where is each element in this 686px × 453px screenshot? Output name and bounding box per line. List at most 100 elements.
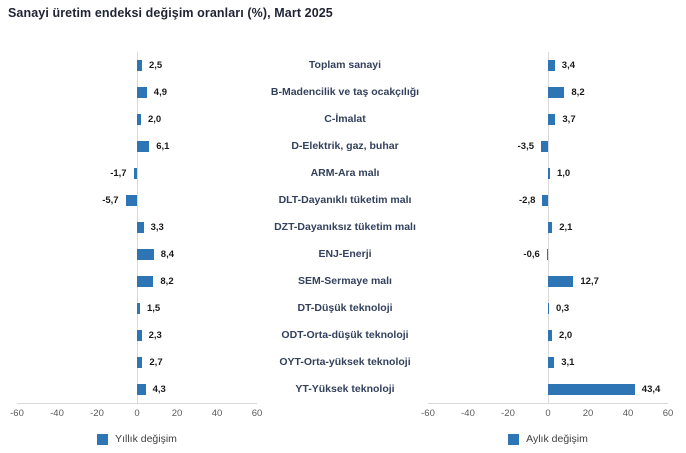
data-bar bbox=[137, 141, 150, 152]
legend-label: Yıllık değişim bbox=[115, 433, 177, 445]
value-label: 1,5 bbox=[147, 303, 161, 314]
data-bar bbox=[548, 330, 552, 341]
legend-swatch-icon bbox=[508, 433, 520, 445]
data-bar bbox=[548, 168, 550, 179]
data-bar bbox=[542, 195, 548, 206]
value-label: -5,7 bbox=[102, 195, 119, 206]
value-label: 2,5 bbox=[149, 60, 163, 71]
monthly-change-plot: 3,4 8,2 3,7 -3,5 1,0 -2,8 2,1 -0,6 12,7 0,3 2,0 3,1… bbox=[421, 52, 673, 419]
x-axis-tick-label: 40 bbox=[211, 408, 223, 419]
chart-title: Sanayi üretim endeksi değişim oranları (… bbox=[8, 6, 333, 20]
value-label: -2,8 bbox=[519, 195, 536, 206]
x-axis-tick-label: -20 bbox=[90, 408, 104, 419]
x-axis-tick-label: 40 bbox=[622, 408, 634, 419]
monthly-change-x-axis: -60 -40 -20 0 20 40 60 bbox=[421, 403, 673, 425]
category-label: D-Elektrik, gaz, buhar bbox=[291, 140, 399, 152]
value-label: 3,7 bbox=[562, 114, 576, 125]
x-axis-tick-label: -60 bbox=[421, 408, 435, 419]
data-bar bbox=[548, 276, 574, 287]
bar-row: 8,4 bbox=[17, 241, 257, 268]
category-label: SEM-Sermaye malı bbox=[298, 275, 392, 287]
x-axis-tick-label: -40 bbox=[461, 408, 475, 419]
value-label: 0,3 bbox=[556, 303, 570, 314]
data-bar bbox=[137, 276, 154, 287]
category-label: YT-Yüksek teknoloji bbox=[295, 383, 395, 395]
category-label: OYT-Orta-yüksek teknoloji bbox=[279, 356, 411, 368]
legend-label: Aylık değişim bbox=[526, 433, 588, 445]
value-label: -3,5 bbox=[517, 141, 534, 152]
data-bar bbox=[137, 330, 142, 341]
legend-swatch-icon bbox=[97, 433, 109, 445]
category-labels: Toplam sanayi B-Madencilik ve taş ocakçıl… bbox=[262, 52, 428, 403]
x-axis-tick-label: 60 bbox=[251, 408, 263, 419]
bar-row: 2,3 bbox=[17, 322, 257, 349]
bar-row: 3,3 bbox=[17, 214, 257, 241]
value-label: 2,3 bbox=[148, 330, 162, 341]
bar-row: 4,3 bbox=[17, 376, 257, 403]
bar-row: 3,7 bbox=[428, 106, 668, 133]
data-bar bbox=[548, 87, 565, 98]
bar-row: 2,7 bbox=[17, 349, 257, 376]
category-label: DT-Düşük teknoloji bbox=[297, 302, 393, 314]
value-label: 2,0 bbox=[148, 114, 162, 125]
data-bar bbox=[546, 249, 548, 260]
data-bar bbox=[137, 114, 141, 125]
category-label: Toplam sanayi bbox=[308, 59, 382, 71]
category-label: ARM-Ara malı bbox=[310, 167, 380, 179]
bar-row: -3,5 bbox=[428, 133, 668, 160]
value-label: 2,1 bbox=[559, 222, 573, 233]
x-axis-tick-label: 60 bbox=[662, 408, 674, 419]
bar-row: 6,1 bbox=[17, 133, 257, 160]
data-bar bbox=[548, 384, 635, 395]
x-axis-tick-label: -40 bbox=[50, 408, 64, 419]
bar-row: -5,7 bbox=[17, 187, 257, 214]
category-label: C-İmalat bbox=[324, 113, 366, 125]
value-label: 8,4 bbox=[160, 249, 175, 260]
category-label: ENJ-Enerji bbox=[318, 248, 372, 260]
bar-row: 1,0 bbox=[428, 160, 668, 187]
category-label: DZT-Dayanıksız tüketim malı bbox=[274, 221, 416, 233]
bar-row: 3,1 bbox=[428, 349, 668, 376]
value-label: 3,3 bbox=[150, 222, 164, 233]
bar-row: 1,5 bbox=[17, 295, 257, 322]
bar-row: -2,8 bbox=[428, 187, 668, 214]
value-label: 12,7 bbox=[580, 276, 599, 287]
x-axis-tick-label: 20 bbox=[171, 408, 183, 419]
data-bar bbox=[137, 303, 140, 314]
bar-row: 12,7 bbox=[428, 268, 668, 295]
bar-row: 43,4 bbox=[428, 376, 668, 403]
data-bar bbox=[541, 141, 548, 152]
data-bar bbox=[137, 60, 142, 71]
data-bar bbox=[137, 384, 146, 395]
bar-row: 0,3 bbox=[428, 295, 668, 322]
x-axis-tick-label: 0 bbox=[134, 408, 140, 419]
bar-row: 2,1 bbox=[428, 214, 668, 241]
bar-row: -0,6 bbox=[428, 241, 668, 268]
value-label: 3,1 bbox=[561, 357, 575, 368]
data-bar bbox=[548, 357, 555, 368]
value-label: 6,1 bbox=[156, 141, 170, 152]
data-bar bbox=[548, 60, 555, 71]
value-label: 8,2 bbox=[160, 276, 174, 287]
x-axis-tick-label: -60 bbox=[10, 408, 24, 419]
monthly-change-legend: Aylık değişim bbox=[428, 430, 668, 448]
category-label: DLT-Dayanıklı tüketim malı bbox=[278, 194, 412, 206]
annual-change-legend: Yıllık değişim bbox=[17, 430, 257, 448]
data-bar bbox=[137, 357, 143, 368]
value-label: 2,0 bbox=[559, 330, 573, 341]
bar-row: 8,2 bbox=[428, 79, 668, 106]
bar-row: 2,0 bbox=[17, 106, 257, 133]
data-bar bbox=[548, 303, 549, 314]
data-bar bbox=[133, 168, 137, 179]
data-bar bbox=[137, 87, 147, 98]
x-axis-tick-label: 20 bbox=[582, 408, 594, 419]
value-label: -0,6 bbox=[523, 249, 540, 260]
category-label: B-Madencilik ve taş ocakçılığı bbox=[270, 86, 420, 98]
annual-change-plot: 2,5 4,9 2,0 6,1 -1,7 -5,7 3,3 8,4 8,2 1,5 2,3 2,7 4,… bbox=[10, 52, 262, 419]
bar-row: 2,0 bbox=[428, 322, 668, 349]
value-label: 1,0 bbox=[557, 168, 571, 179]
value-label: 2,7 bbox=[149, 357, 163, 368]
value-label: 3,4 bbox=[561, 60, 576, 71]
value-label: -1,7 bbox=[110, 168, 127, 179]
